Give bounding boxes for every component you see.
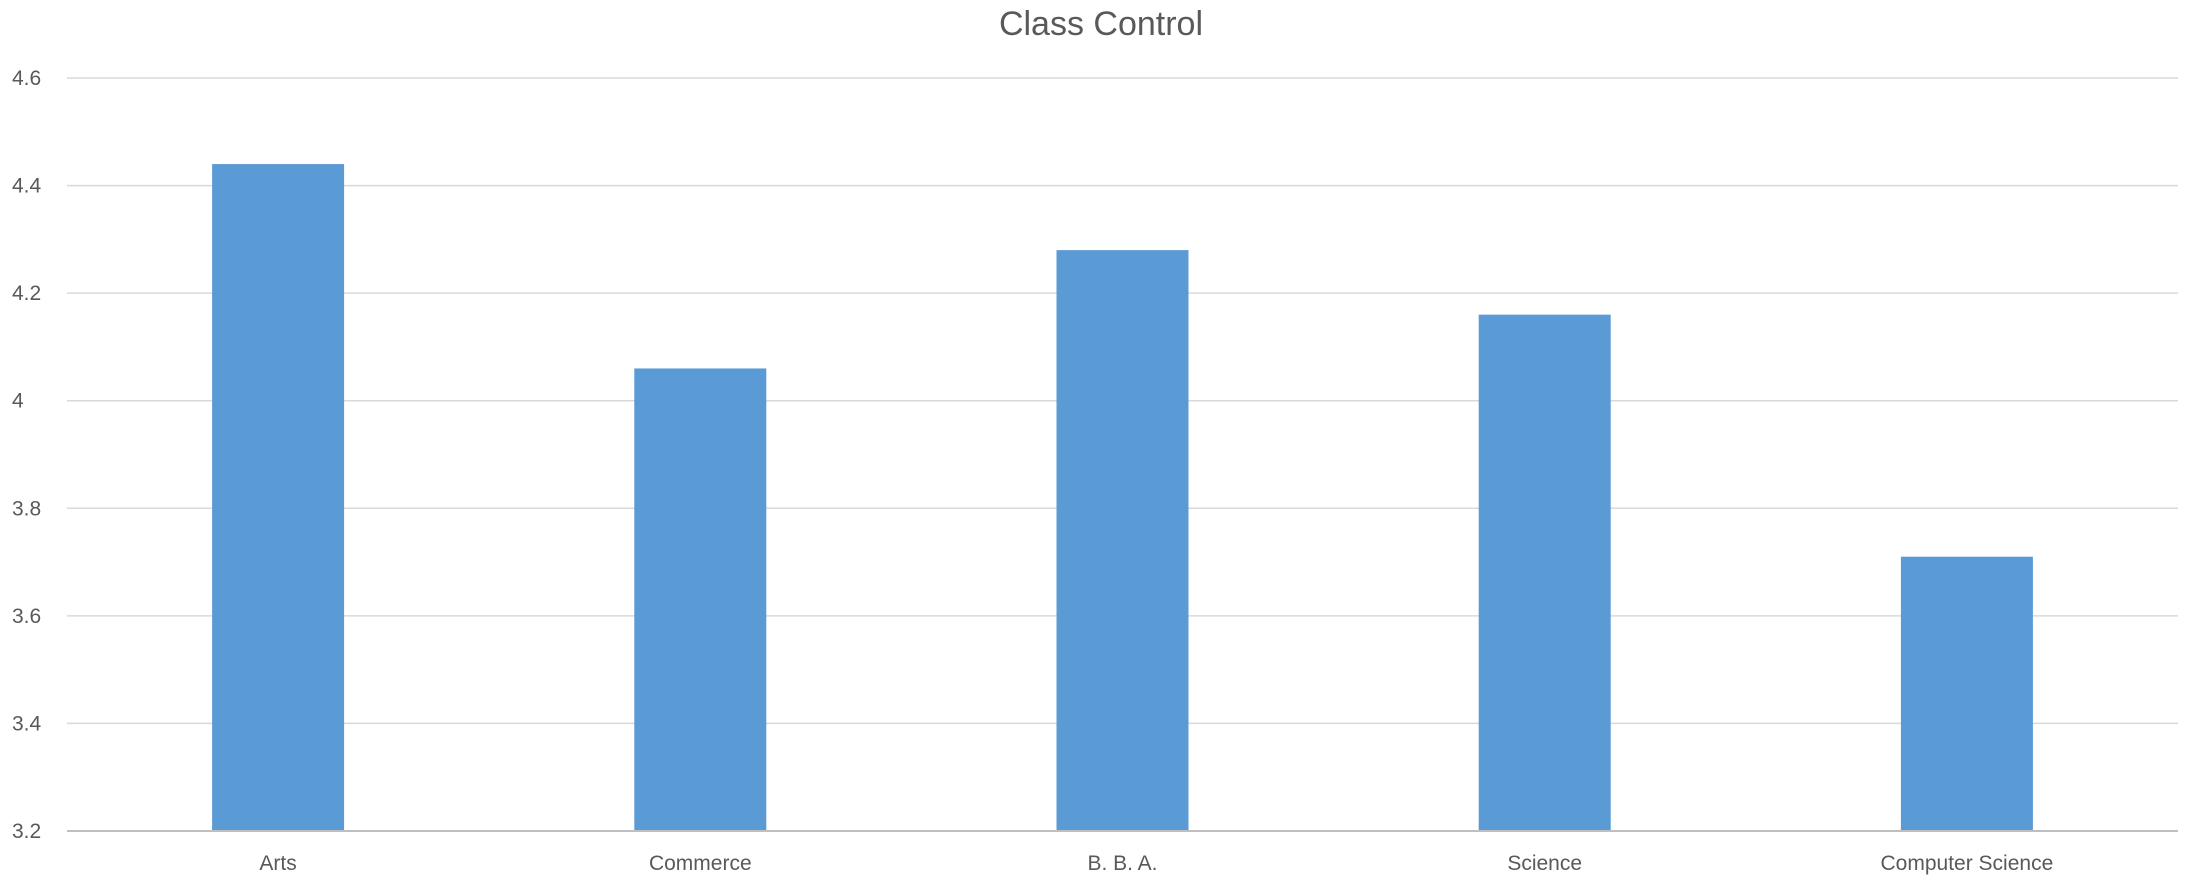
bar-computer-science xyxy=(1900,556,2033,831)
x-tick-label: Commerce xyxy=(649,852,752,875)
x-tick-label: B. B. A. xyxy=(1087,852,1157,875)
bars xyxy=(212,164,2033,832)
y-tick-label: 3.4 xyxy=(12,712,42,735)
x-tick-label: Computer Science xyxy=(1881,852,2054,875)
y-tick-label: 3.2 xyxy=(12,820,41,843)
bar-commerce xyxy=(634,368,767,831)
y-axis-ticks: 3.2 3.4 3.6 3.8 4 4.2 4.4 4.6 xyxy=(12,67,42,843)
bar-arts xyxy=(212,164,345,832)
y-tick-label: 3.8 xyxy=(12,497,41,520)
y-tick-label: 4.6 xyxy=(12,67,41,90)
x-tick-label: Arts xyxy=(259,852,296,875)
x-tick-label: Science xyxy=(1507,852,1582,875)
y-tick-label: 4 xyxy=(12,390,24,413)
x-axis-labels: Arts Commerce B. B. A. Science Computer Scie… xyxy=(259,852,2053,875)
y-tick-label: 4.4 xyxy=(12,175,42,198)
chart-title: Class Control xyxy=(999,5,1203,43)
bar-b-b-a xyxy=(1056,250,1189,832)
bar-science xyxy=(1478,314,1611,832)
y-tick-label: 3.6 xyxy=(12,605,41,628)
y-tick-label: 4.2 xyxy=(12,282,41,305)
